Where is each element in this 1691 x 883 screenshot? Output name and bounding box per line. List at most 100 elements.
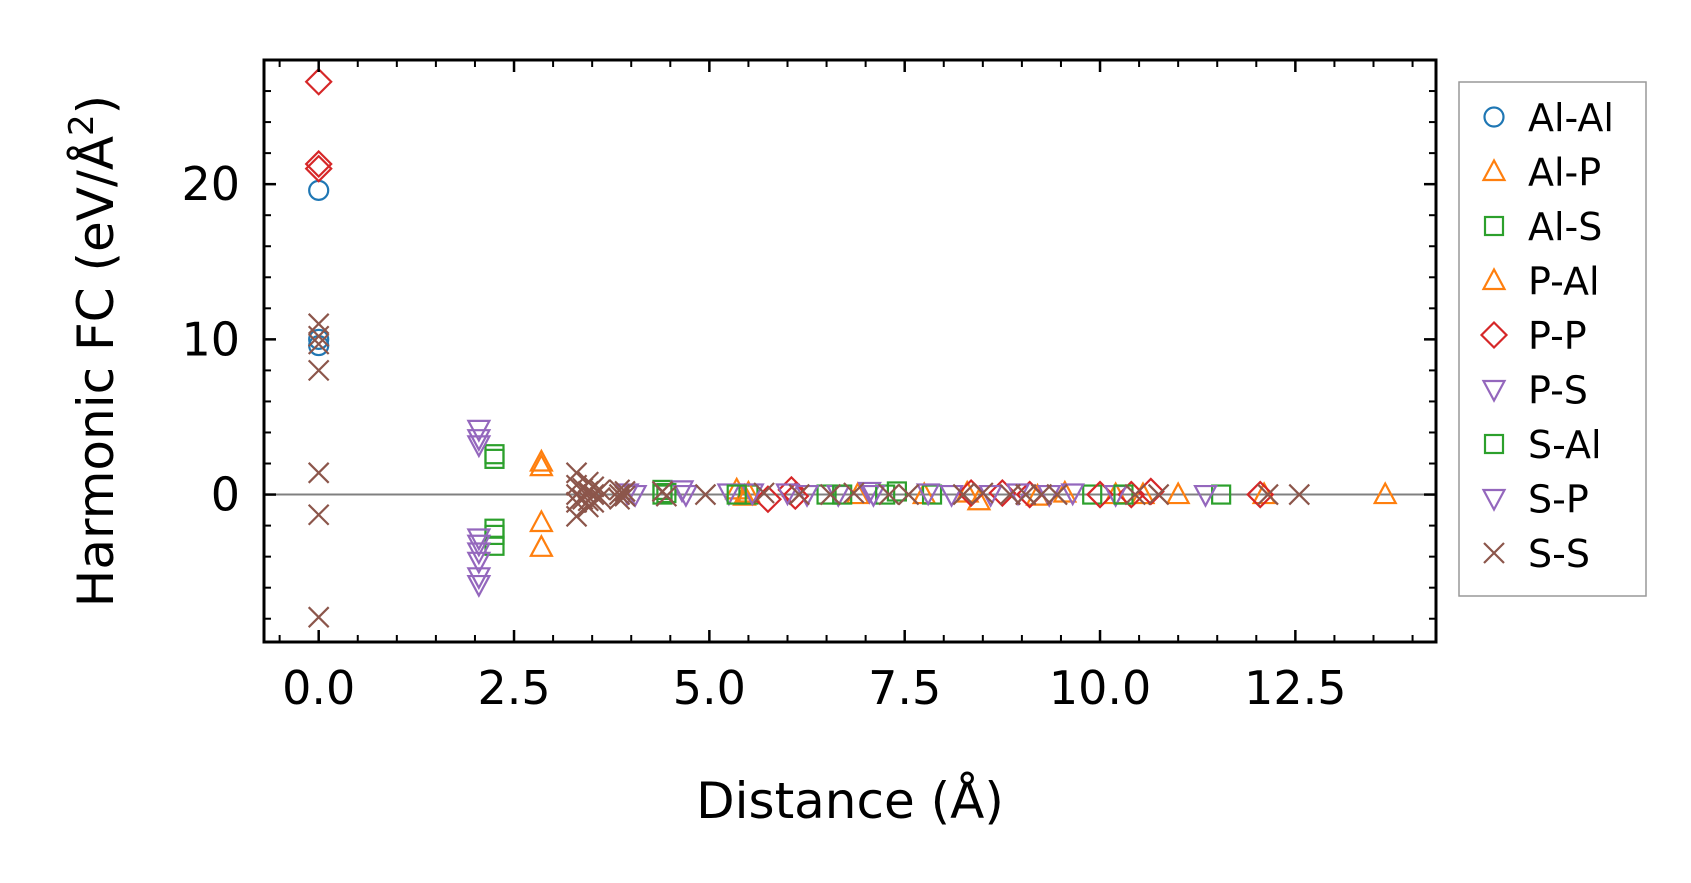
data-point [726,484,747,505]
data-point [466,534,492,558]
legend-item-p-p: P-P [1479,314,1587,358]
x-tick-label: 12.5 [1244,661,1346,715]
data-point [307,462,330,484]
legend-item-al-p: Al-P [1481,151,1601,195]
legend-item-s-s: S-S [1483,532,1590,576]
data-point [308,328,330,350]
data-point [781,482,810,511]
axis-ticks: 0.0 2.5 5.0 7.5 10.0 12.5 0 10 20 [181,60,1436,715]
data-point [1372,481,1398,505]
data-point [843,482,865,504]
legend-marker [1481,158,1507,182]
x-tick-label: 10.0 [1049,661,1151,715]
data-point [608,483,631,506]
data-point [466,429,492,453]
data-point [775,483,800,507]
data-point [529,448,554,472]
data-point [307,503,330,526]
x-tick-label: 0.0 [282,661,355,715]
y-tick-label: 10 [181,312,240,366]
data-point [753,482,775,504]
legend-item-al-s: Al-S [1483,205,1602,249]
data-point [304,154,333,183]
legend-item-s-al: S-Al [1483,423,1602,467]
data-point [307,606,330,628]
legend-marker [1481,267,1507,291]
data-point [582,483,605,506]
data-point [466,435,492,459]
data-point [1193,484,1218,508]
data-point [655,485,678,507]
data-point [304,67,333,96]
data-point [529,534,554,557]
legend-marker [1483,215,1505,237]
data-point [939,484,964,508]
data-point [589,486,611,509]
legend-marker [1481,488,1507,512]
data-point [819,483,842,506]
x-axis-label: Distance (Å) [696,772,1004,830]
legend-marker [1479,320,1509,350]
data-point [861,484,886,508]
legend-label: S-P [1528,478,1589,522]
legend-item-p-s: P-S [1481,369,1588,413]
data-point [1246,480,1275,509]
data-point [466,574,492,598]
data-point [915,483,941,507]
x-tick-label: 7.5 [868,661,941,715]
data-point [656,482,677,504]
data-point [1005,483,1031,507]
legend-label: P-S [1528,369,1588,413]
legend-label: Al-P [1528,151,1601,195]
y-axis-label: Harmonic FC (eV/Å2) [62,95,125,607]
data-point [1046,483,1068,506]
plot-area [264,67,1436,628]
data-point [529,453,554,477]
legend-label: S-Al [1528,423,1602,467]
data-point [582,476,605,498]
legend-item-s-p: S-P [1481,478,1589,522]
legend-label: Al-Al [1528,96,1614,140]
data-point [652,484,673,505]
y-axis-label-superscript: 2 [62,114,102,136]
y-axis-label-end: ) [67,95,125,115]
data-point [1082,484,1103,505]
legend-label: P-P [1528,314,1587,358]
data-point [582,491,605,514]
data-point [307,325,330,348]
data-point [1165,481,1191,505]
data-point [466,567,492,591]
data-point [999,483,1021,506]
data-point [966,487,992,511]
data-point [673,484,699,508]
data-point [857,481,882,505]
data-point [484,448,505,469]
data-point [694,483,717,506]
y-axis-label-main: Harmonic FC (eV/Å [67,136,125,607]
data-point [304,149,333,179]
data-point [788,483,810,506]
data-point [589,479,611,501]
legend: Al-Al Al-P Al-S P-Al P-P P-S S-Al S-P S-S [1458,81,1647,597]
data-point [878,483,900,506]
data-point [307,333,330,355]
data-point [1124,483,1146,506]
data-point [614,480,636,503]
data-point [1060,483,1086,507]
y-tick-label: 0 [211,468,240,522]
legend-label: S-S [1528,532,1590,576]
data-point [736,479,761,503]
data-point [897,483,920,506]
legend-item-al-al: Al-Al [1483,96,1614,140]
legend-item-p-al: P-Al [1481,260,1600,304]
data-point [952,483,975,506]
data-point [484,535,505,556]
legend-marker [1483,106,1505,128]
data-point [1015,483,1037,506]
data-point [669,480,695,504]
data-point [307,359,330,382]
series-s-s [307,313,1311,628]
data-point [529,509,554,533]
data-point [1030,483,1053,506]
